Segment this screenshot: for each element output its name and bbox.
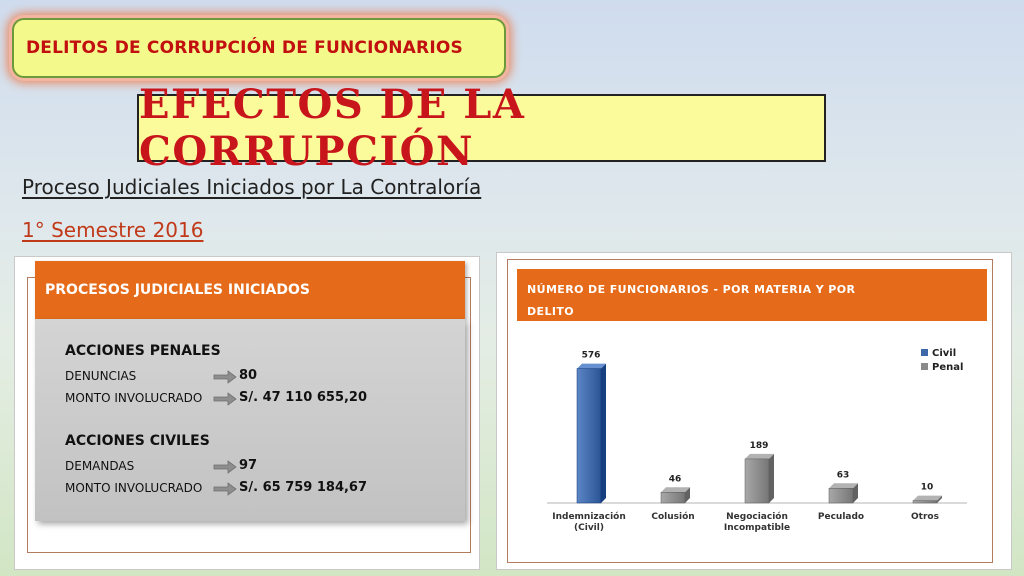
section-title-penal: ACCIONES PENALES xyxy=(65,343,221,359)
officials-chart-header-line1: NÚMERO DE FUNCIONARIOS - POR MATERIA Y P… xyxy=(527,283,856,296)
row-label-monto-civil: MONTO INVOLUCRADO xyxy=(65,481,203,495)
subtitle-process: Proceso Judiciales Iniciados por La Cont… xyxy=(22,175,482,199)
arrow-right-icon xyxy=(213,482,237,496)
row-value-monto-civil: S/. 65 759 184,67 xyxy=(239,480,368,495)
arrow-right-icon xyxy=(213,392,237,406)
officials-chart-panel: NÚMERO DE FUNCIONARIOS - POR MATERIA Y P… xyxy=(496,252,1012,570)
bar-2 xyxy=(744,453,774,504)
arrow-right-icon xyxy=(213,370,237,384)
arrow-right-icon xyxy=(213,460,237,474)
category-label: Indemnización xyxy=(552,511,626,522)
slide-title-text: EFECTOS DE LA CORRUPCIÓN xyxy=(139,81,526,175)
row-value-denuncias: 80 xyxy=(239,368,258,383)
judicial-processes-header-text: PROCESOS JUDICIALES INICIADOS xyxy=(45,282,310,298)
legend-swatch-civil xyxy=(921,349,928,356)
judicial-processes-panel: PROCESOS JUDICIALES INICIADOS ACCIONES P… xyxy=(14,256,480,570)
bar-value-label: 576 xyxy=(582,351,601,361)
subtitle-semester: 1° Semestre 2016 xyxy=(22,218,204,242)
category-label: Otros xyxy=(911,512,939,522)
bar-1 xyxy=(660,487,690,504)
judicial-processes-body: ACCIONES PENALES DENUNCIAS 80 MONTO INVO… xyxy=(35,319,465,521)
slide-title: EFECTOS DE LA CORRUPCIÓN xyxy=(137,81,826,175)
category-label: Peculado xyxy=(818,512,864,522)
subject-badge: DELITOS DE CORRUPCIÓN DE FUNCIONARIOS xyxy=(12,18,506,78)
officials-chart-header: NÚMERO DE FUNCIONARIOS - POR MATERIA Y P… xyxy=(517,269,987,321)
section-title-civil: ACCIONES CIVILES xyxy=(65,433,210,449)
row-label-monto-penal: MONTO INVOLUCRADO xyxy=(65,391,203,405)
row-label-demandas: DEMANDAS xyxy=(65,459,135,473)
panel-frame xyxy=(507,259,993,563)
bar-4 xyxy=(912,495,942,504)
category-label: Negociación xyxy=(726,511,788,522)
bar-value-label: 63 xyxy=(837,470,850,480)
row-label-denuncias: DENUNCIAS xyxy=(65,369,137,383)
bar-value-label: 10 xyxy=(921,483,934,493)
row-value-demandas: 97 xyxy=(239,458,258,473)
legend-label-penal: Penal xyxy=(932,362,963,373)
bar-value-label: 189 xyxy=(750,441,769,451)
officials-bar-chart: 576 Indemnización(Civil) 46 Colusión 189 Nego… xyxy=(547,348,967,533)
legend-swatch-penal xyxy=(921,363,928,370)
judicial-processes-header: PROCESOS JUDICIALES INICIADOS xyxy=(35,261,465,319)
bar-0 xyxy=(576,363,606,504)
category-label: (Civil) xyxy=(574,523,604,533)
bar-3 xyxy=(828,483,858,504)
legend-label-civil: Civil xyxy=(932,348,956,359)
bar-value-label: 46 xyxy=(669,474,682,484)
category-label: Colusión xyxy=(651,511,694,522)
officials-chart-header-line2: DELITO xyxy=(527,305,575,318)
row-value-monto-penal: S/. 47 110 655,20 xyxy=(239,390,368,405)
subject-badge-text: DELITOS DE CORRUPCIÓN DE FUNCIONARIOS xyxy=(26,38,463,58)
category-label: Incompatible xyxy=(724,523,790,533)
